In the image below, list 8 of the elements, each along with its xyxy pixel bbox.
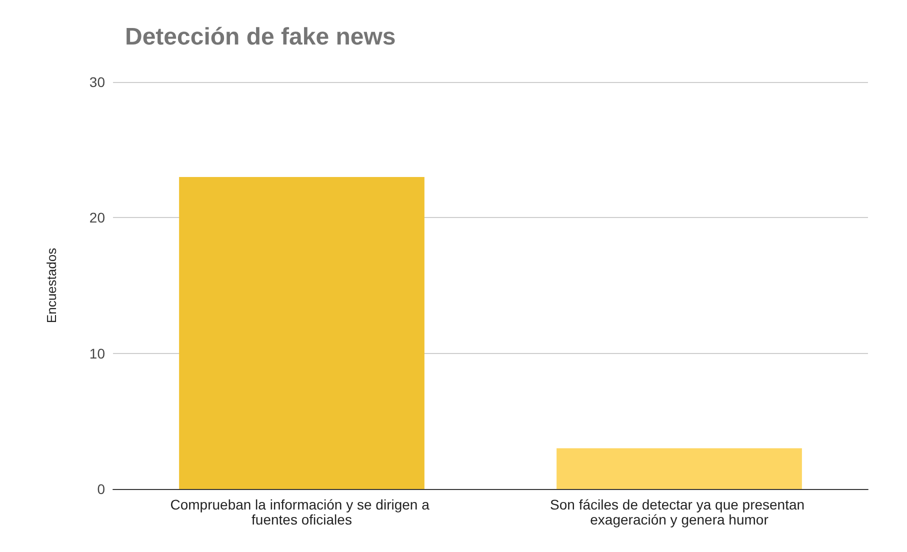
- x-tick-label: Son fáciles de detectar ya que presentan exageración y genera humor: [550, 496, 808, 528]
- y-tick-label: 10: [89, 345, 106, 362]
- x-tick-label: Comprueban la información y se dirigen a fuentes oficiales: [170, 496, 434, 528]
- y-tick-label: 20: [89, 210, 106, 226]
- y-tick-label: 0: [97, 481, 106, 497]
- chart-title: Detección de fake news: [125, 24, 396, 50]
- y-tick-label: 30: [89, 74, 106, 90]
- y-axis-title: Encuestados: [44, 247, 59, 324]
